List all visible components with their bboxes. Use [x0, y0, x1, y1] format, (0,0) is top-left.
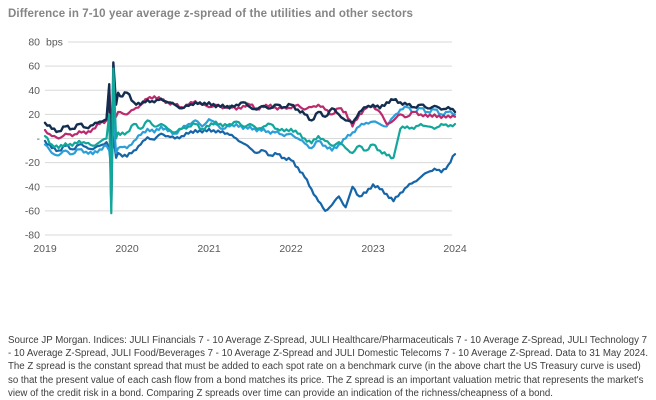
svg-text:60: 60	[28, 61, 40, 73]
svg-text:2020: 2020	[115, 243, 139, 255]
zspread-line-chart: 80 60 40 20 - -20 -40 -60 -80 bps 2019 2020 2021 2022…	[25, 37, 467, 256]
svg-text:bps: bps	[46, 37, 63, 49]
source-footnote: Source JP Morgan. Indices: JULI Financia…	[8, 335, 649, 399]
svg-text:20: 20	[28, 109, 40, 121]
svg-text:-60: -60	[25, 205, 40, 217]
svg-text:-: -	[37, 133, 41, 145]
chart-legend: Utilities - Financials Utilities -Techno…	[0, 258, 656, 330]
series-utilities-financials	[43, 127, 457, 212]
svg-text:-40: -40	[25, 181, 40, 193]
series-utilities-telecoms	[43, 67, 457, 215]
svg-text:80: 80	[28, 37, 40, 49]
svg-text:-80: -80	[25, 230, 40, 242]
series-utilities-healthcare-pharmaceuticals	[43, 61, 457, 207]
svg-text:2024: 2024	[443, 243, 467, 255]
svg-text:-20: -20	[25, 157, 40, 169]
svg-text:2022: 2022	[279, 243, 303, 255]
svg-text:2021: 2021	[197, 243, 221, 255]
chart-title: Difference in 7-10 year average z-spread…	[8, 8, 414, 20]
svg-text:2023: 2023	[361, 243, 385, 255]
svg-text:2019: 2019	[33, 243, 57, 255]
svg-text:40: 40	[28, 85, 40, 97]
